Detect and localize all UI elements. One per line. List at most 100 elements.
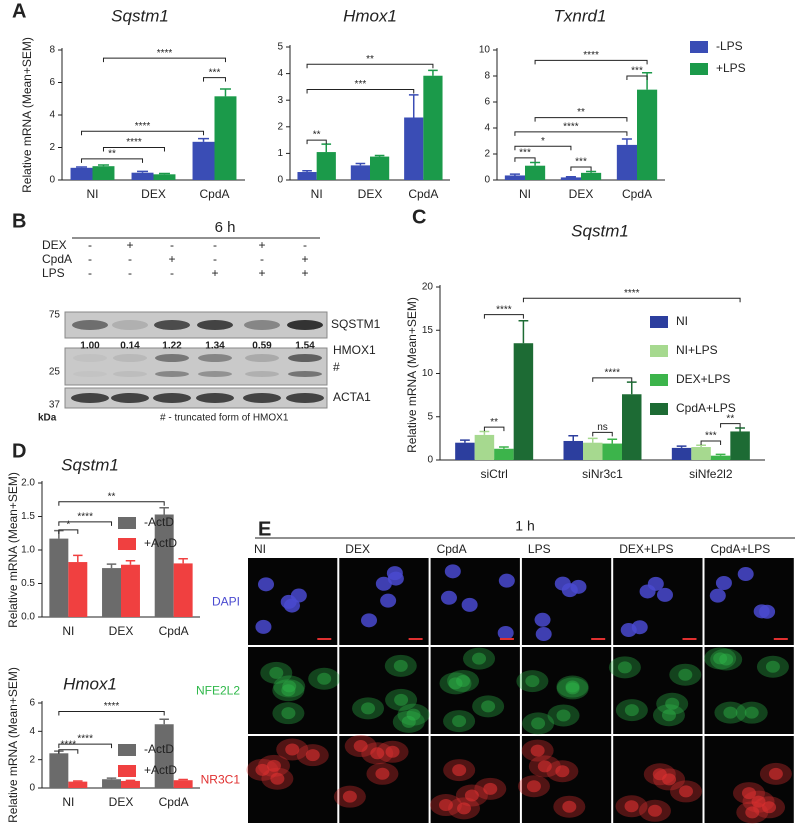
cell (392, 710, 425, 733)
bar (173, 563, 193, 617)
y-tick-label: 8 (484, 71, 490, 82)
nucleus (555, 765, 570, 778)
micrograph (248, 647, 338, 734)
bar (622, 394, 642, 460)
cell (352, 697, 385, 720)
nucleus (406, 708, 421, 721)
legend-swatch (118, 765, 136, 777)
band (155, 371, 189, 377)
error-bar (696, 444, 706, 448)
significance-bracket (58, 501, 165, 506)
nucleus (285, 743, 300, 756)
nucleus (483, 782, 498, 795)
condition-sign: - (88, 266, 92, 280)
panel-label: D (12, 440, 26, 462)
blot-strip (64, 311, 328, 339)
error-bar (642, 72, 653, 90)
bar (49, 538, 69, 617)
condition-sign: - (128, 252, 132, 266)
nucleus (679, 785, 694, 798)
significance-bracket (58, 749, 79, 754)
error-bar (159, 507, 169, 515)
significance-label: **** (583, 50, 599, 61)
x-tick-label: CpdA (622, 187, 652, 201)
marker-label: 75 (49, 310, 61, 321)
nucleus (624, 800, 639, 813)
nucleus (380, 593, 397, 608)
nucleus (281, 684, 296, 697)
nucleus (305, 749, 320, 762)
nucleus (526, 780, 541, 793)
band (113, 354, 147, 362)
nucleus (317, 672, 332, 685)
nucleus (661, 709, 676, 722)
significance-label: * (541, 136, 545, 147)
micrograph (521, 558, 612, 645)
bar (70, 167, 93, 180)
channel-label: DAPI (212, 595, 240, 609)
nucleus (457, 802, 472, 815)
cell (704, 647, 737, 670)
error-bar (715, 453, 726, 456)
error-bar (355, 162, 366, 166)
nucleus (387, 571, 404, 586)
band (196, 393, 234, 403)
significance-label: *** (209, 67, 221, 78)
band (197, 320, 233, 330)
panel-label: B (12, 210, 26, 232)
nucleus (565, 682, 580, 695)
chart-title: Sqstm1 (111, 6, 169, 25)
significance-bracket (306, 89, 415, 94)
nucleus (481, 700, 496, 713)
chart-title: Txnrd1 (554, 6, 607, 25)
nucleus (266, 759, 281, 772)
condition-sign: - (88, 238, 92, 252)
error-bar (97, 164, 109, 167)
blot-strip (64, 347, 328, 386)
significance-label: *** (355, 79, 367, 90)
cell (714, 701, 747, 724)
band (153, 393, 191, 403)
nucleus (753, 604, 770, 619)
bar (370, 156, 390, 180)
column-label: LPS (528, 542, 551, 556)
y-tick-label: 3 (277, 95, 283, 106)
column-label: DEX+LPS (619, 542, 673, 556)
cell (652, 704, 685, 727)
nucleus (709, 588, 726, 603)
bar (560, 177, 581, 180)
bar (513, 343, 534, 460)
y-tick-label: 10 (479, 45, 491, 56)
bar (68, 781, 88, 788)
cell (608, 656, 641, 679)
bar (192, 141, 215, 180)
error-bar (178, 778, 188, 781)
error-bar (302, 169, 312, 173)
significance-bracket (483, 314, 524, 319)
x-tick-label: siCtrl (481, 467, 508, 481)
error-bar (73, 780, 83, 782)
marker-unit: kDa (38, 413, 57, 424)
x-tick-label: NI (519, 187, 531, 201)
significance-label: *** (631, 66, 643, 77)
legend-swatch (650, 374, 668, 386)
nucleus (385, 745, 400, 758)
significance-bracket (514, 131, 628, 136)
bar (131, 172, 154, 180)
error-bar (219, 88, 231, 97)
chart-title: Sqstm1 (571, 221, 629, 240)
nucleus (678, 668, 693, 681)
cell (463, 647, 496, 670)
cell (385, 688, 418, 711)
cell (656, 692, 689, 715)
nucleus (631, 620, 648, 635)
significance-label: ** (577, 107, 585, 118)
bar (494, 448, 514, 460)
bar (121, 564, 140, 617)
nucleus (438, 799, 453, 812)
error-bar (408, 94, 419, 118)
significance-label: ** (313, 130, 321, 141)
legend-swatch (118, 744, 136, 756)
significance-label: **** (77, 512, 93, 523)
significance-bracket (58, 711, 165, 716)
